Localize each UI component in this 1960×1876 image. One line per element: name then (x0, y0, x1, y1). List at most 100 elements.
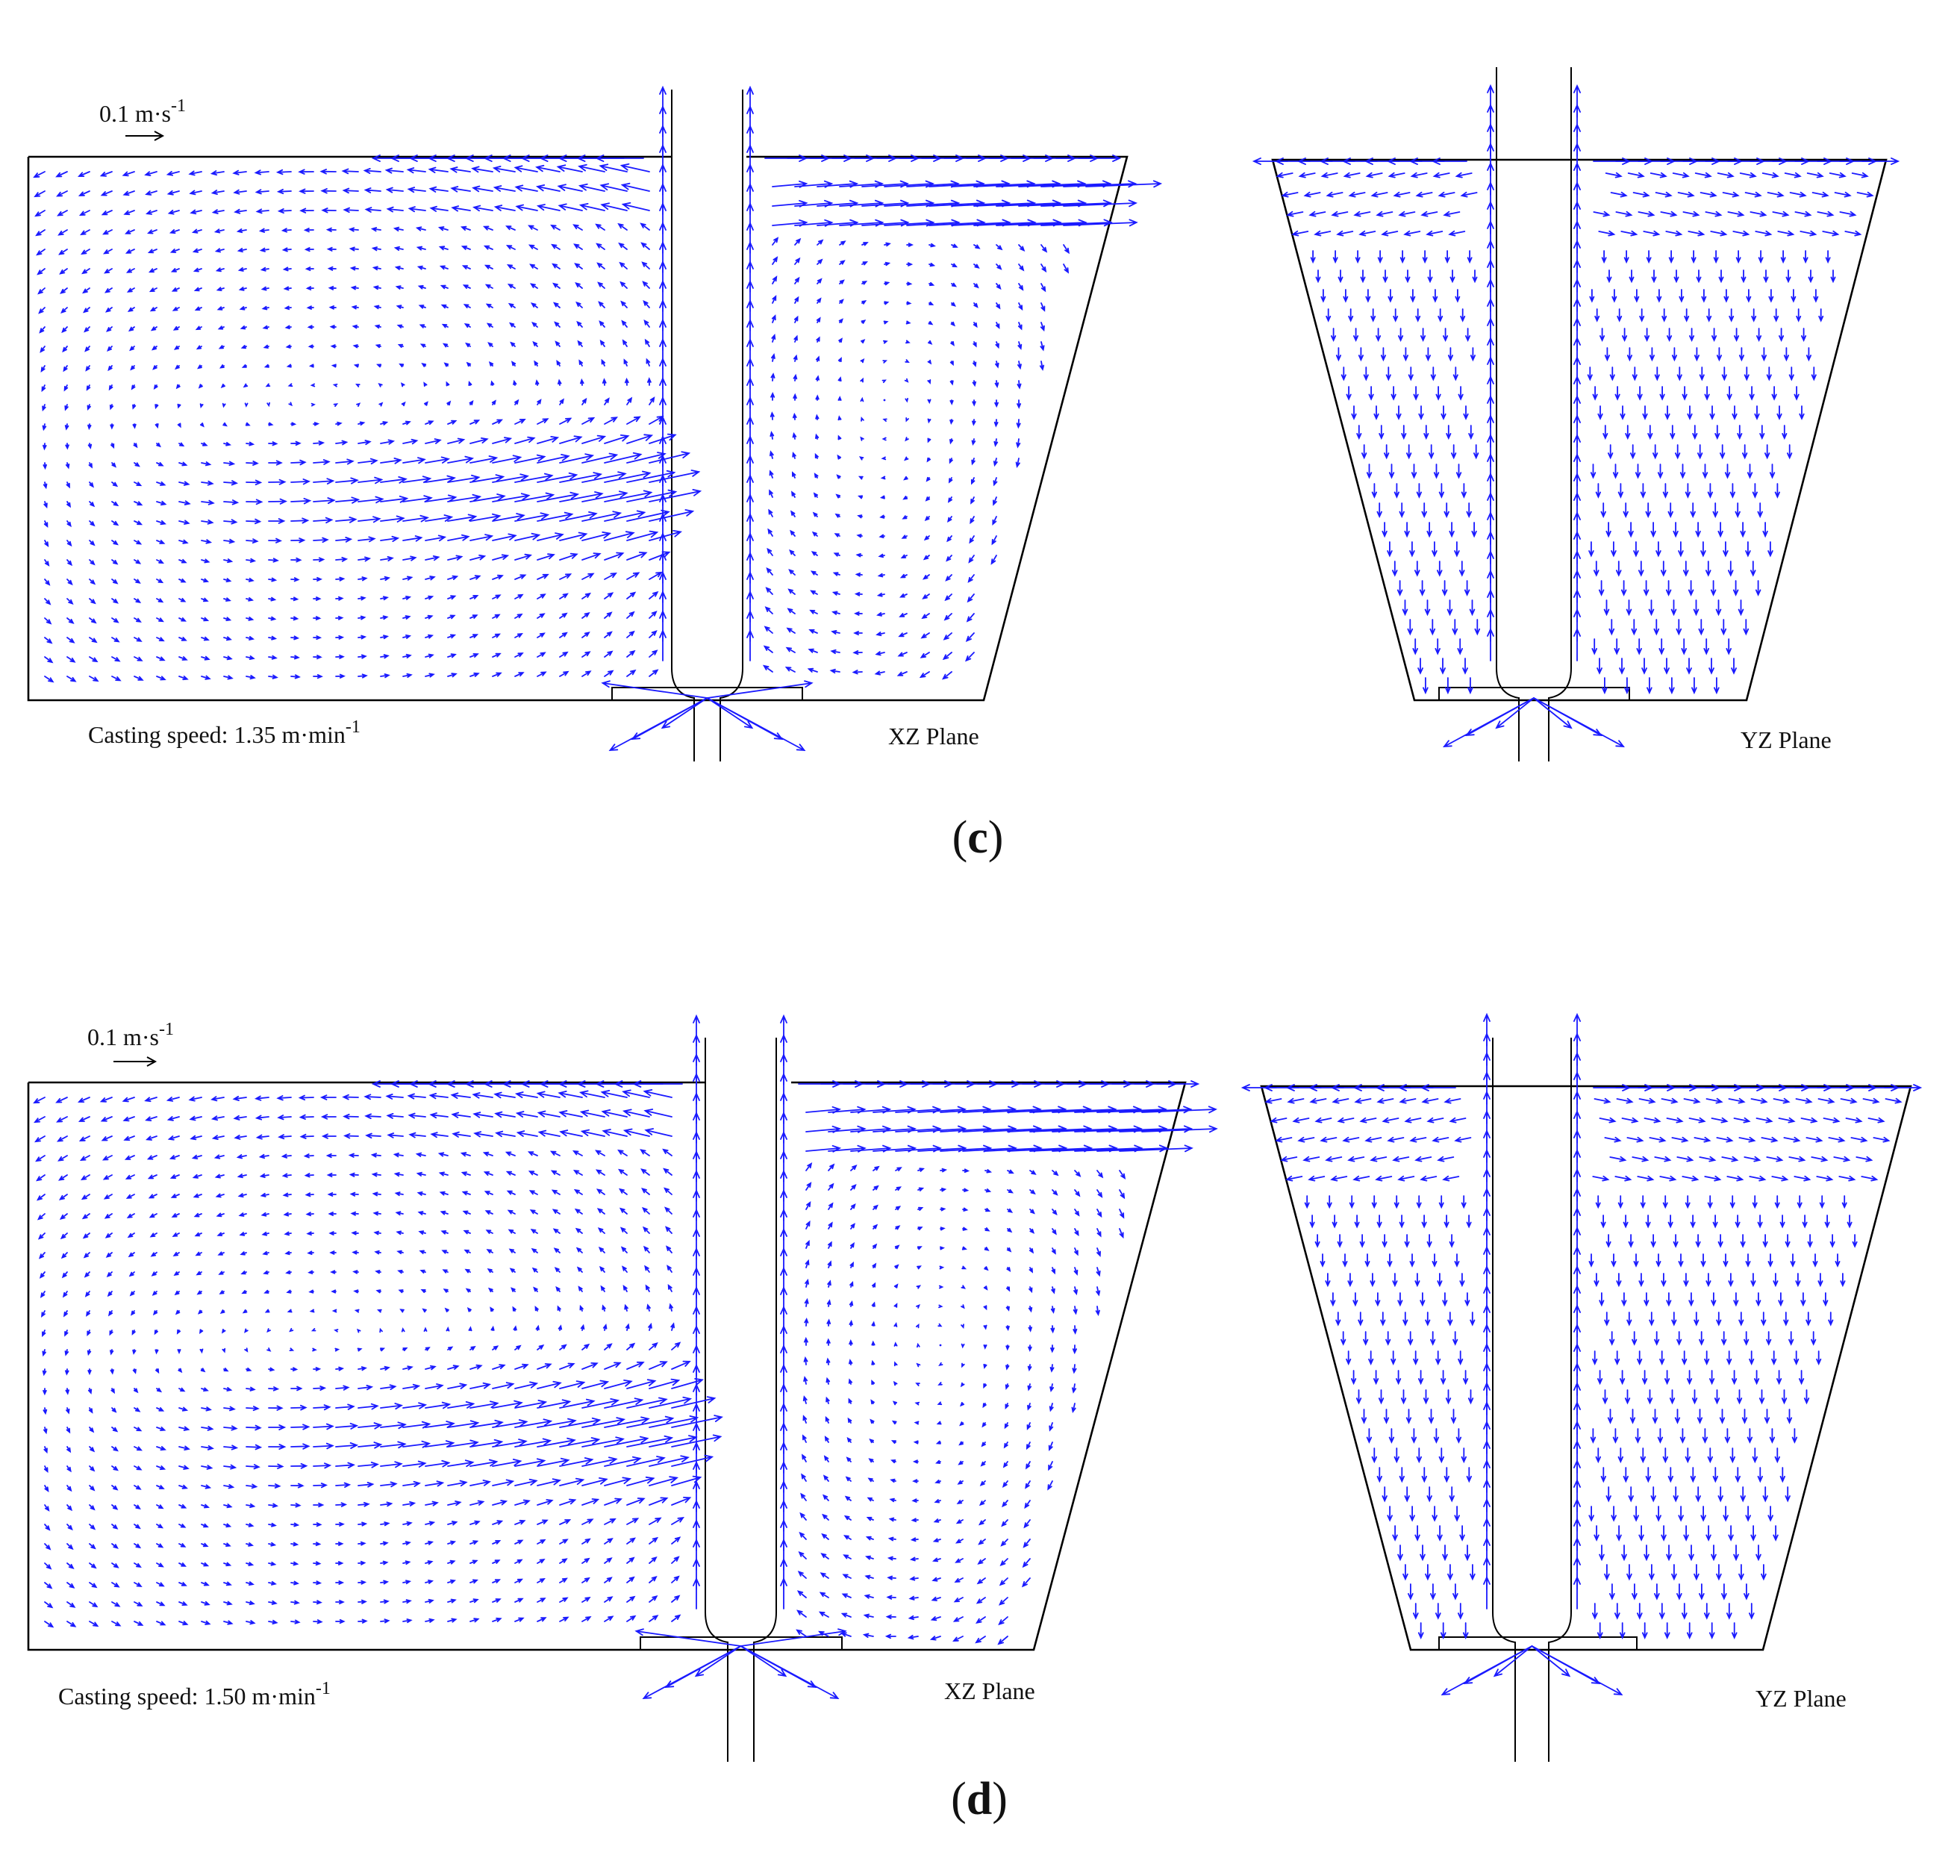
velocity-vector (1464, 1292, 1470, 1307)
velocity-vector (81, 268, 90, 275)
velocity-vector (559, 1129, 583, 1137)
velocity-vector (915, 1383, 920, 1386)
velocity-vector (1704, 1175, 1722, 1182)
velocity-vector (1466, 1215, 1472, 1229)
velocity-vector (223, 578, 232, 582)
velocity-vector (626, 1537, 636, 1545)
velocity-vector (44, 656, 54, 664)
velocity-vector (1683, 1525, 1689, 1542)
velocity-vector (1599, 1545, 1605, 1562)
velocity-vector (1078, 155, 1122, 162)
velocity-vector (1426, 522, 1432, 538)
velocity-vector (134, 1601, 143, 1607)
velocity-vector (149, 287, 157, 293)
velocity-vector (428, 1093, 449, 1100)
velocity-vector (870, 1399, 875, 1405)
velocity-vector (941, 671, 952, 680)
velocity-vector (299, 1114, 314, 1120)
velocity-vector (1368, 1350, 1374, 1365)
velocity-vector (839, 299, 844, 304)
velocity-vector (537, 532, 564, 541)
velocity-vector (581, 1518, 594, 1525)
velocity-vector (1446, 425, 1452, 440)
velocity-vector (1466, 502, 1472, 518)
velocity-vector (824, 1436, 829, 1443)
velocity-vector (1724, 464, 1731, 479)
velocity-vector (108, 384, 113, 391)
velocity-vector (671, 1575, 680, 1583)
velocity-vector (884, 1633, 896, 1639)
velocity-vector (132, 404, 137, 410)
velocity-vector (342, 187, 359, 194)
velocity-vector (210, 1096, 225, 1102)
velocity-vector (901, 535, 908, 539)
velocity-vector (626, 1595, 636, 1603)
velocity-vector (1805, 347, 1811, 362)
velocity-vector (803, 1376, 808, 1385)
velocity-vector (937, 1401, 943, 1406)
velocity-vector (199, 403, 204, 409)
velocity-vector (1744, 1583, 1750, 1601)
velocity-vector (469, 1459, 499, 1467)
velocity-vector (1690, 502, 1696, 518)
panel-c-xz-vector-field (33, 85, 1163, 752)
velocity-vector (469, 1579, 478, 1584)
velocity-vector (1817, 211, 1835, 217)
velocity-vector (1315, 269, 1321, 284)
velocity-vector (537, 1344, 545, 1350)
velocity-vector (81, 1213, 90, 1220)
velocity-vector (528, 225, 538, 231)
velocity-vector (156, 637, 165, 642)
velocity-vector (492, 1579, 502, 1583)
velocity-vector (313, 1367, 322, 1371)
velocity-vector (581, 670, 592, 677)
velocity-vector (927, 399, 931, 405)
velocity-vector (514, 436, 536, 444)
velocity-vector (1443, 211, 1461, 217)
velocity-vector (335, 635, 345, 640)
velocity-vector (1654, 1156, 1672, 1162)
velocity-vector (176, 1329, 181, 1335)
velocity-vector (893, 1380, 898, 1386)
velocity-vector (905, 340, 911, 344)
velocity-vector (287, 1309, 293, 1313)
velocity-vector (622, 1265, 628, 1273)
velocity-vector (134, 1582, 143, 1587)
velocity-vector (223, 1503, 233, 1509)
velocity-vector (1461, 1195, 1467, 1209)
velocity-vector (649, 1378, 681, 1389)
velocity-vector (110, 423, 114, 430)
velocity-vector (111, 1485, 119, 1491)
panel-d-xz-nozzle-ports (640, 1636, 843, 1651)
velocity-vector (1594, 1097, 1611, 1104)
velocity-vector (1667, 502, 1673, 518)
velocity-vector (1634, 289, 1640, 303)
velocity-vector (574, 263, 583, 269)
velocity-vector (959, 1421, 964, 1427)
velocity-vector (993, 496, 997, 506)
velocity-vector (1605, 1486, 1611, 1503)
velocity-vector (968, 555, 975, 564)
velocity-vector (693, 1014, 700, 1047)
velocity-vector (313, 1442, 334, 1450)
velocity-vector (1096, 1209, 1102, 1218)
velocity-vector (1388, 172, 1405, 178)
velocity-vector (772, 256, 778, 265)
velocity-vector (1459, 1273, 1465, 1288)
velocity-vector (211, 209, 225, 214)
velocity-vector (201, 1562, 210, 1567)
velocity-vector (604, 1380, 633, 1389)
velocity-vector (358, 476, 384, 484)
velocity-vector (370, 1153, 381, 1158)
velocity-vector (343, 1133, 359, 1139)
velocity-vector (1673, 522, 1679, 538)
velocity-vector (846, 1456, 852, 1462)
velocity-vector (1460, 191, 1478, 198)
velocity-vector (239, 1232, 247, 1236)
velocity-vector (1074, 1247, 1079, 1256)
velocity-vector (1803, 250, 1808, 264)
velocity-vector (649, 630, 658, 638)
velocity-vector (1399, 250, 1405, 264)
velocity-vector (223, 1581, 232, 1586)
velocity-vector (829, 668, 840, 674)
